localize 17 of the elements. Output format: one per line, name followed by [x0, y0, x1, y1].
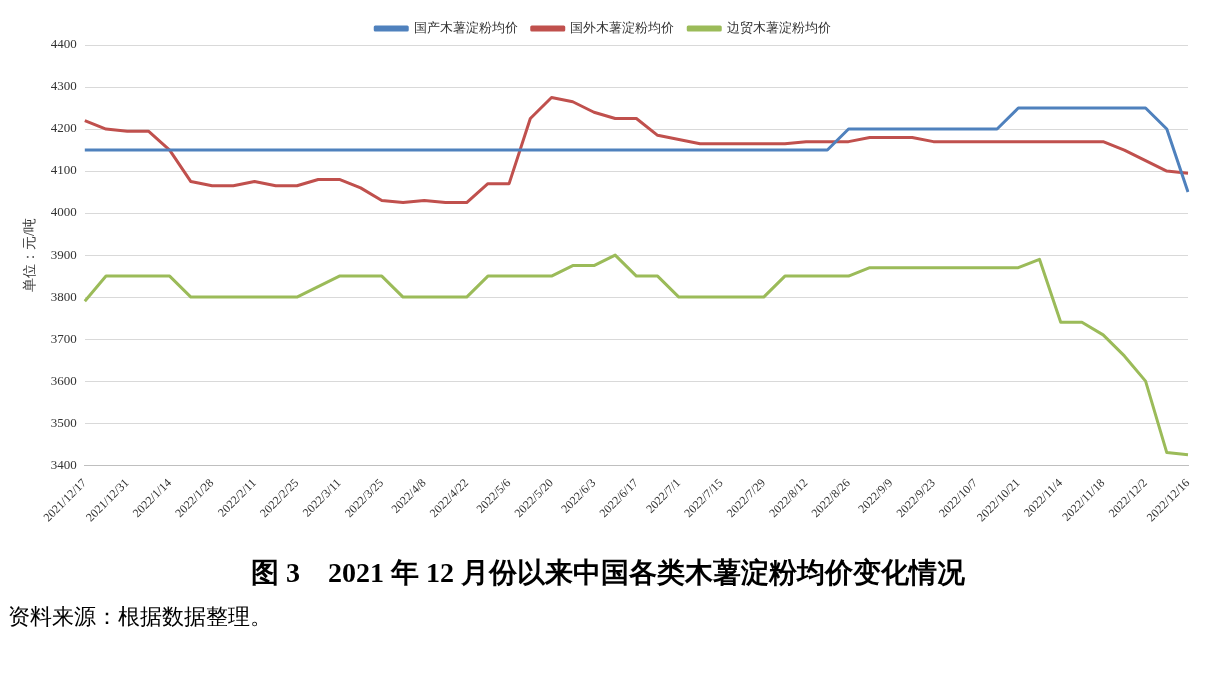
y-tick-label: 3400: [50, 456, 77, 472]
y-tick-label: 4300: [50, 78, 77, 94]
y-tick-label: 4200: [50, 120, 77, 136]
y-tick-label: 4400: [50, 36, 77, 52]
y-tick-label: 3600: [50, 372, 77, 388]
y-tick-label: 3500: [50, 414, 77, 430]
y-tick-label: 4100: [50, 162, 77, 178]
legend-label: 国产木薯淀粉均价: [413, 19, 518, 35]
y-tick-label: 3800: [50, 288, 77, 304]
legend-label: 国外木薯淀粉均价: [570, 19, 675, 35]
y-tick-label: 3900: [50, 246, 77, 262]
y-tick-label: 3700: [50, 330, 77, 346]
text: 资料来源：根据数据整理。: [8, 603, 273, 631]
y-axis-title: 单位：元/吨: [22, 218, 38, 293]
y-tick-label: 4000: [50, 204, 77, 220]
legend-label: 边贸木薯淀粉均价: [726, 19, 831, 35]
text: 图 3 2021 年 12 月份以来中国各类木薯淀粉均价变化情况: [250, 556, 966, 590]
